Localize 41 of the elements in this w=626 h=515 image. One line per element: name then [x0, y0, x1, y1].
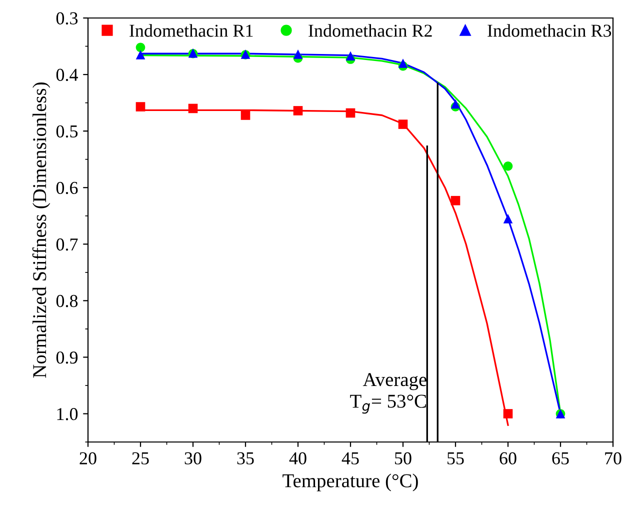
y-tick-label: 0.7 — [56, 238, 78, 251]
x-tick-label: 50 — [395, 452, 412, 464]
y-tick-label: 0.6 — [56, 182, 78, 194]
legend-label: Indomethacin R1 — [130, 24, 253, 37]
legend-label: Indomethacin R2 — [308, 24, 432, 37]
point — [293, 50, 303, 59]
point — [503, 409, 513, 418]
point — [346, 51, 356, 61]
point — [450, 196, 460, 206]
x-tick-label: 65 — [552, 452, 569, 464]
point — [503, 161, 513, 171]
x-tick-label: 20 — [80, 452, 96, 464]
y-tick-label: 0.5 — [56, 125, 78, 138]
x-tick-label: 45 — [342, 452, 359, 464]
point — [136, 102, 146, 112]
x-tick-label: 70 — [605, 452, 622, 464]
point — [136, 50, 146, 60]
point — [503, 214, 513, 224]
y-tick-label: 0.4 — [56, 68, 78, 82]
point — [293, 106, 303, 116]
legend-label: Indomethacin R3 — [488, 24, 612, 37]
y-axis-title: Normalized Stiffness (Dimensionless) — [32, 82, 50, 378]
y-tick-label: 0.3 — [56, 12, 78, 25]
annotation: Average T$_{g}$= 53°C — [350, 373, 426, 414]
point — [188, 104, 198, 114]
point — [398, 120, 408, 129]
x-axis-title: Temperature (°C) — [282, 474, 418, 492]
x-tick-label: 60 — [500, 452, 516, 464]
point — [136, 42, 146, 52]
x-tick-label: 25 — [132, 452, 149, 464]
y-tick-label: 1.0 — [57, 408, 78, 420]
point — [240, 110, 250, 120]
x-tick-label: 40 — [289, 452, 306, 464]
y-tick-label: 0.9 — [56, 351, 78, 364]
point — [450, 99, 460, 109]
x-tick-label: 35 — [237, 452, 254, 464]
x-tick-label: 30 — [184, 452, 202, 464]
x-tick-label: 55 — [448, 452, 464, 464]
y-tick-label: 0.8 — [56, 294, 78, 308]
point — [346, 108, 356, 118]
point — [398, 58, 408, 68]
